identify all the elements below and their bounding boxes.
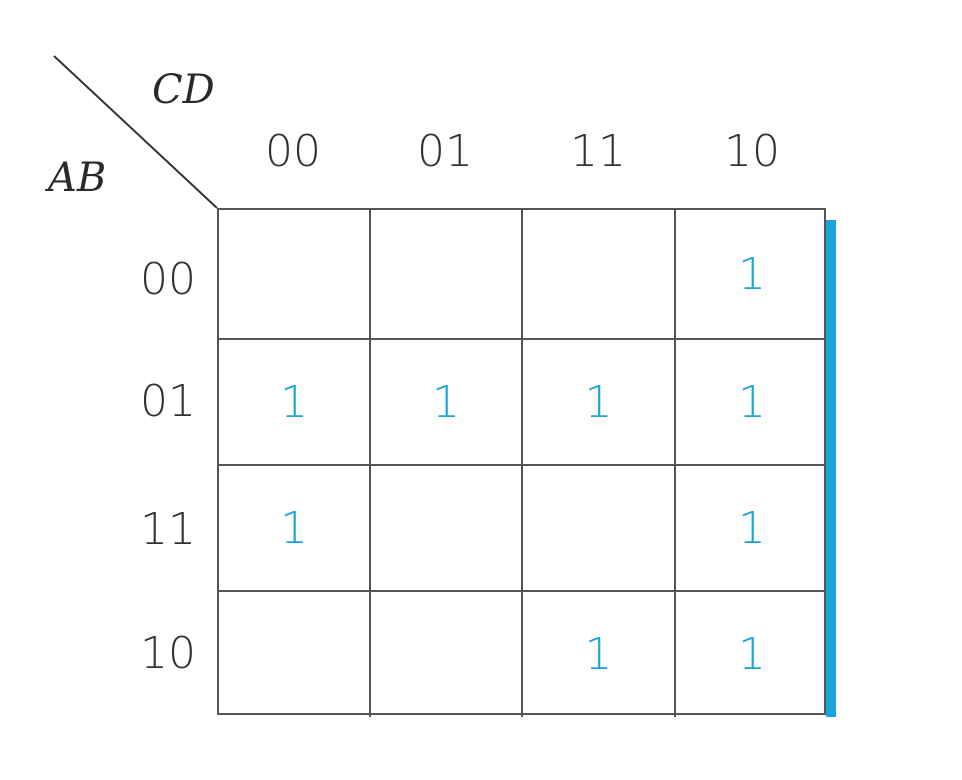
kmap-cell — [523, 210, 676, 340]
column-variable-label: CD — [152, 67, 215, 113]
kmap-cell — [219, 592, 371, 717]
kmap-cell — [371, 210, 523, 340]
accent-bar — [826, 220, 836, 717]
row-header: 11 — [140, 504, 196, 555]
kmap-cell: 1 — [676, 466, 828, 592]
kmap-cell — [371, 592, 523, 717]
kmap-cell — [523, 466, 676, 592]
column-header: 10 — [724, 126, 780, 177]
row-header: 00 — [140, 254, 196, 305]
column-header: 01 — [417, 126, 473, 177]
kmap-cell: 1 — [738, 629, 766, 680]
kmap-cell: 1 — [676, 340, 828, 466]
kmap-cell — [371, 466, 523, 592]
column-header: 11 — [570, 126, 626, 177]
row-header: 10 — [140, 628, 196, 679]
kmap-cell: 1 — [371, 340, 523, 466]
kmap-cell — [219, 210, 371, 340]
kmap-cell: 1 — [219, 340, 371, 466]
row-variable-label: AB — [48, 155, 107, 201]
kmap-cell: 1 — [219, 466, 371, 592]
column-header: 00 — [265, 126, 321, 177]
kmap-cell: 1 — [523, 340, 676, 466]
kmap-grid: 1 1 1 1 1 1 1 1 1 — [217, 208, 828, 717]
row-header: 01 — [140, 376, 196, 427]
kmap-cell: 1 — [523, 592, 676, 717]
kmap-cell: 1 — [676, 210, 828, 340]
